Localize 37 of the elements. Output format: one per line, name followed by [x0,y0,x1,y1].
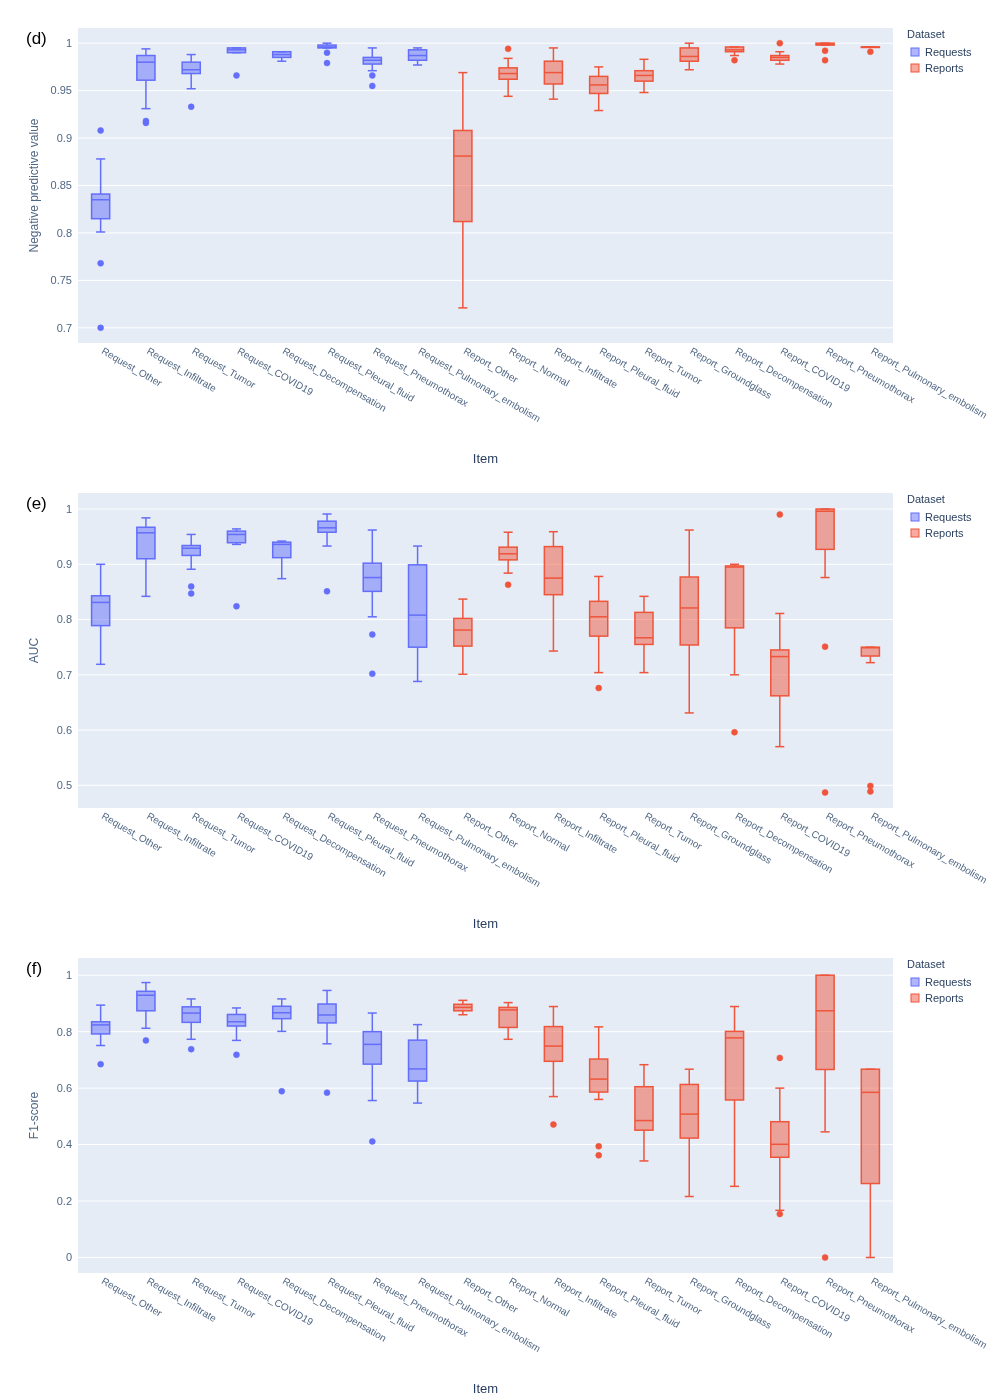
y-tick-label: 0.6 [56,1081,72,1094]
y-tick-label: 1 [65,502,72,515]
legend-label: Requests [925,46,972,58]
x-axis-title: Item [472,916,499,931]
y-axis-title: AUC [27,637,41,664]
y-tick-label: 0.75 [50,274,72,287]
text: (d) [26,29,47,48]
legend-title: Dataset [907,958,945,970]
y-tick-label: 0.8 [56,613,72,626]
text: (f) [26,959,43,978]
y-tick-label: 0.4 [56,1138,72,1151]
y-tick-label: 0.6 [56,723,72,736]
y-tick-label: 0.8 [56,1025,72,1038]
legend-label: Requests [925,976,972,988]
x-axis-title: Item [472,451,499,466]
y-tick-label: 0 [65,1251,72,1264]
legend-title: Dataset [907,493,945,505]
text: (e) [26,494,47,513]
y-tick-label: 0.5 [56,779,72,792]
legend-label: Reports [925,992,965,1004]
legend-title: Dataset [907,28,945,40]
y-tick-label: 1 [65,37,72,50]
y-tick-label: 0.85 [50,179,72,192]
x-axis-title: Item [472,1381,499,1396]
y-tick-label: 0.7 [56,668,72,681]
y-tick-label: 0.7 [56,321,72,334]
legend-label: Reports [925,62,965,74]
y-tick-label: 0.2 [56,1194,72,1207]
y-tick-label: 0.9 [56,131,72,144]
y-tick-label: 0.8 [56,226,72,239]
y-tick-label: 0.95 [50,84,72,97]
legend-label: Requests [925,511,972,523]
y-axis-title: F1-score [27,1091,41,1140]
y-tick-label: 1 [65,969,72,982]
y-axis-title: Negative predictive value [27,118,41,253]
legend-label: Reports [925,527,965,539]
y-tick-label: 0.9 [56,558,72,571]
